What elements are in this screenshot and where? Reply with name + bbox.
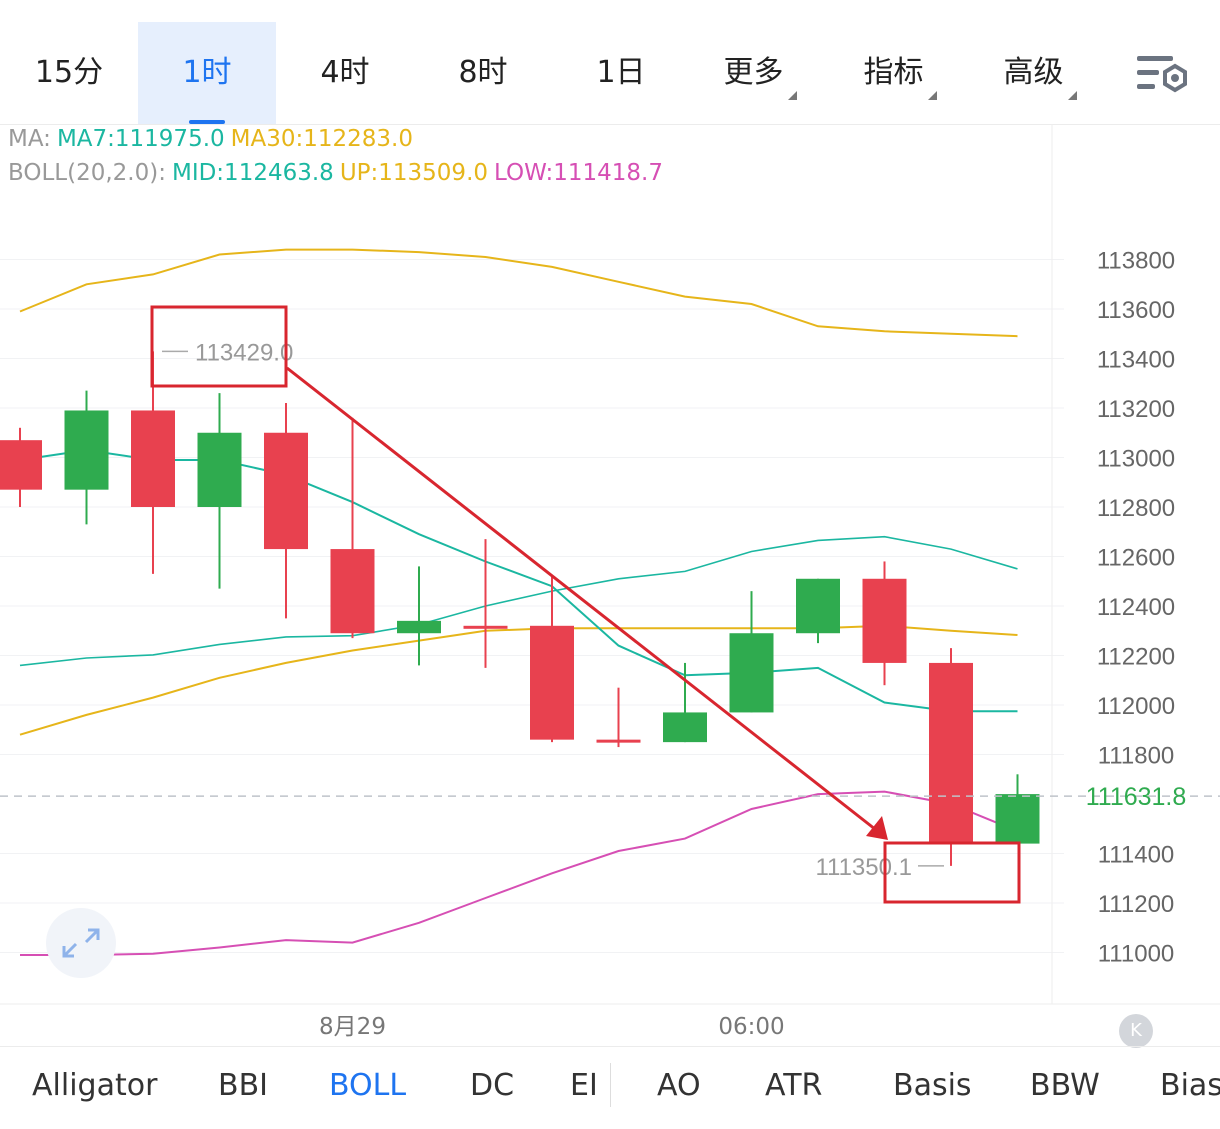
candle-body [0, 440, 42, 490]
back-to-latest-button[interactable]: K [1119, 1014, 1153, 1048]
timeframe-tabs: 15分 1时 4时 8时 1日 更多 指标 高级 [0, 0, 1220, 125]
high-price-label: 113429.0 [195, 339, 293, 366]
candle-body [397, 620, 441, 634]
y-tick-label: 113400 [1097, 347, 1175, 374]
x-tick-label: 8月29 [319, 1014, 386, 1040]
y-tick-label: 111800 [1098, 743, 1175, 770]
tab-8h[interactable]: 8时 [458, 55, 508, 90]
indicator-basis[interactable]: Basis [893, 1068, 972, 1103]
boll-label: BOLL(20,2.0): [8, 160, 166, 186]
indicator-alligator[interactable]: Alligator [32, 1068, 158, 1103]
dropdown-triangle-icon [1067, 91, 1077, 100]
candle-body [530, 625, 574, 740]
annotation-high-box [150, 305, 288, 388]
tab-15m[interactable]: 15分 [34, 55, 104, 90]
candle-body [131, 410, 175, 507]
indicators-menu[interactable]: 指标 [830, 22, 970, 124]
more-menu[interactable]: 更多 [690, 22, 830, 124]
candlestick-chart[interactable]: 113800 113600 113400 113200 113000 112800 1126… [0, 124, 1220, 1046]
annotation-arrow-head [866, 816, 888, 840]
boll-upper-line [19, 248, 1018, 338]
low-price-label: 111350.1 [815, 854, 912, 881]
chart-settings-icon[interactable] [1135, 52, 1189, 96]
tab-1h[interactable]: 1时 [138, 22, 276, 124]
candle-body [796, 578, 840, 634]
dropdown-triangle-icon [787, 91, 797, 100]
candle-body [929, 662, 973, 844]
y-tick-label: 111200 [1098, 891, 1175, 918]
current-price-label: 111631.8 [1086, 783, 1187, 811]
ma30-line [19, 624, 1018, 736]
candle-body [264, 432, 308, 550]
expand-chart-button[interactable] [46, 908, 116, 978]
tab-4h[interactable]: 4时 [320, 55, 370, 90]
boll-mid-line [19, 535, 1018, 667]
indicator-bbw[interactable]: BBW [1030, 1068, 1100, 1103]
indicator-dc[interactable]: DC [470, 1068, 515, 1103]
boll-mid-value: MID:112463.8 [171, 160, 334, 186]
y-tick-label: 113600 [1097, 297, 1175, 324]
indicator-bias[interactable]: Bias [1160, 1068, 1220, 1103]
indicator-bar: Alligator BBI BOLL DC EI AO ATR Basis BB… [0, 1046, 1220, 1129]
tab-1d[interactable]: 1日 [596, 55, 646, 90]
y-tick-label: 111000 [1098, 941, 1175, 968]
indicator-divider [610, 1063, 611, 1107]
annotation-low-box [883, 841, 1021, 904]
indicator-boll[interactable]: BOLL [329, 1068, 407, 1103]
candle-body [463, 625, 508, 629]
ma30-value: MA30:112283.0 [230, 126, 413, 152]
expand-arrows-icon [62, 928, 100, 958]
ma-legend: MA: MA7:111975.0 MA30:112283.0 [8, 126, 419, 152]
ma7-line [19, 449, 1018, 713]
boll-lower-line [20, 790, 1018, 956]
indicator-ei[interactable]: EI [570, 1068, 596, 1103]
indicator-atr[interactable]: ATR [765, 1068, 823, 1103]
advanced-menu[interactable]: 高级 [970, 22, 1110, 124]
dropdown-triangle-icon [927, 91, 937, 100]
candle-body [862, 578, 907, 663]
y-tick-label: 112400 [1097, 594, 1175, 621]
candle-body [663, 712, 707, 743]
boll-up-value: UP:113509.0 [339, 160, 489, 186]
indicator-bbi[interactable]: BBI [218, 1068, 269, 1103]
ma7-value: MA7:111975.0 [56, 126, 225, 152]
boll-legend: BOLL(20,2.0): MID:112463.8 UP:113509.0 LOW:… [8, 160, 669, 186]
candle-body [596, 739, 641, 743]
y-tick-label: 112200 [1097, 644, 1175, 671]
y-tick-label: 113200 [1097, 396, 1175, 423]
y-tick-label: 112000 [1097, 693, 1175, 720]
y-tick-label: 113800 [1097, 248, 1175, 275]
ma-label: MA: [8, 126, 51, 152]
y-tick-label: 112800 [1097, 495, 1175, 522]
y-tick-label: 111400 [1098, 842, 1175, 869]
indicator-ao[interactable]: AO [657, 1068, 701, 1103]
y-tick-label: 113000 [1097, 446, 1175, 473]
y-tick-label: 112600 [1097, 545, 1175, 572]
candle-body [729, 633, 774, 713]
candle-body [64, 410, 109, 490]
candle-body [995, 794, 1040, 844]
candle-body [330, 549, 375, 634]
boll-low-value: LOW:111418.7 [494, 160, 664, 186]
candle-body [197, 432, 242, 507]
x-tick-label: 06:00 [718, 1014, 784, 1040]
annotation-arrow-line [286, 366, 881, 835]
